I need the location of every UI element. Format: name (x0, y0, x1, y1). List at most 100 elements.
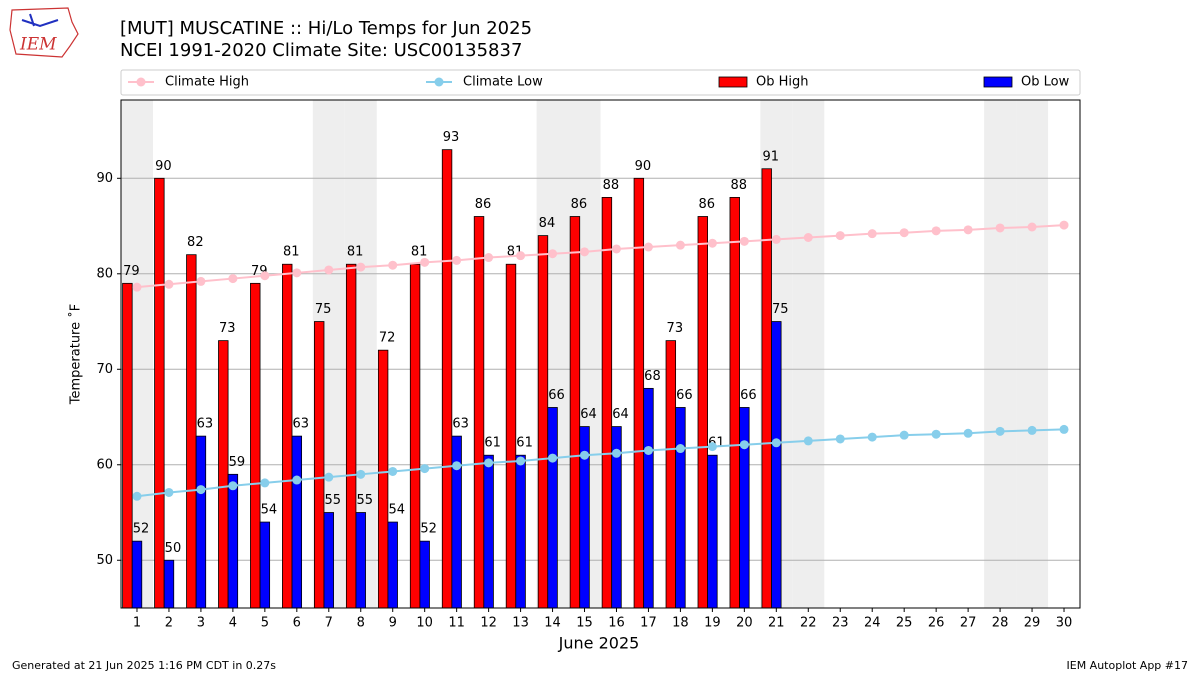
line-marker (739, 440, 749, 450)
x-tick-label: 29 (1024, 616, 1041, 631)
y-axis-label: Temperature ˚F (68, 304, 84, 405)
bar (707, 454, 718, 609)
x-tick-label: 2 (165, 616, 173, 631)
line-marker (1027, 222, 1037, 232)
data-label: 81 (283, 245, 300, 260)
x-tick-label: 5 (261, 616, 269, 631)
data-label: 73 (667, 321, 684, 336)
line-marker (196, 276, 206, 286)
data-label: 66 (548, 388, 565, 403)
x-tick-label: 26 (928, 616, 945, 631)
data-label: 64 (612, 407, 629, 422)
data-label: 82 (187, 235, 204, 250)
line-marker (420, 464, 430, 474)
bar (601, 196, 613, 609)
line-marker (803, 436, 813, 446)
data-label: 88 (603, 178, 620, 193)
line-marker (1059, 220, 1069, 230)
data-label: 61 (484, 436, 501, 451)
x-tick-label: 20 (736, 616, 753, 631)
line-marker (739, 236, 749, 246)
x-tick-label: 28 (992, 616, 1009, 631)
data-label: 75 (315, 302, 332, 317)
data-label: 79 (123, 264, 140, 279)
chart-subtitle: NCEI 1991-2020 Climate Site: USC00135837 (120, 40, 522, 61)
bar (633, 177, 645, 609)
line-marker (803, 233, 813, 243)
line-marker (675, 240, 685, 250)
data-label: 81 (347, 245, 364, 260)
x-tick-label: 10 (416, 616, 433, 631)
line-marker (995, 223, 1005, 233)
line-marker (931, 226, 941, 236)
y-tick-label: 60 (96, 457, 113, 472)
line-marker (292, 475, 302, 485)
x-tick-label: 19 (704, 616, 721, 631)
line-marker (675, 444, 685, 454)
line-marker (132, 282, 142, 292)
data-label: 55 (325, 493, 342, 508)
bar (761, 168, 772, 609)
line-marker (516, 456, 526, 466)
line-marker (707, 442, 717, 452)
bar (473, 216, 485, 609)
line-marker (867, 229, 877, 239)
data-label: 63 (452, 417, 469, 432)
line-marker (388, 466, 398, 476)
data-label: 88 (730, 178, 747, 193)
x-tick-label: 14 (544, 616, 561, 631)
line-marker (164, 279, 174, 289)
data-label: 64 (580, 407, 597, 422)
data-label: 91 (762, 149, 779, 164)
bar (409, 263, 421, 609)
plot-frame (120, 99, 1081, 609)
line-marker (771, 234, 781, 244)
bar (537, 235, 549, 609)
bar (163, 559, 175, 609)
line-marker (484, 253, 494, 263)
bar (377, 349, 389, 609)
data-label: 59 (229, 455, 246, 470)
bar (419, 540, 430, 609)
line-marker (963, 428, 973, 438)
data-label: 93 (443, 130, 460, 145)
bar (323, 512, 334, 609)
legend-label: Ob Low (1021, 75, 1070, 90)
x-tick-label: 7 (325, 616, 333, 631)
bar (643, 387, 654, 609)
line-marker (963, 225, 973, 235)
line-marker (164, 487, 174, 497)
line-marker (516, 251, 526, 261)
legend-marker (434, 77, 444, 87)
data-label: 50 (165, 541, 182, 556)
bar (441, 149, 453, 609)
line-marker (1059, 424, 1069, 434)
data-label: 54 (388, 503, 405, 518)
x-tick-label: 17 (640, 616, 657, 631)
legend-label: Climate Low (463, 75, 543, 90)
y-tick-label: 50 (96, 553, 113, 568)
data-label: 66 (676, 388, 693, 403)
line-marker (611, 448, 621, 458)
line-marker (132, 491, 142, 501)
logo-text: IEM (19, 35, 57, 55)
x-tick-label: 23 (832, 616, 849, 631)
data-label: 86 (571, 197, 588, 212)
bar (345, 263, 357, 609)
line-marker (548, 249, 558, 259)
legend-box (120, 69, 1081, 96)
x-tick-label: 13 (512, 616, 529, 631)
data-label: 81 (411, 245, 428, 260)
line-marker (548, 453, 558, 463)
y-tick-label: 90 (96, 171, 113, 186)
line-marker (931, 429, 941, 439)
bar (569, 216, 581, 609)
bar (483, 454, 494, 609)
logo-outline (9, 7, 79, 58)
line-marker (260, 271, 270, 281)
bar (218, 340, 229, 609)
line-marker (867, 432, 877, 442)
bar (505, 263, 517, 609)
bar (697, 216, 708, 609)
data-label: 84 (539, 216, 556, 231)
